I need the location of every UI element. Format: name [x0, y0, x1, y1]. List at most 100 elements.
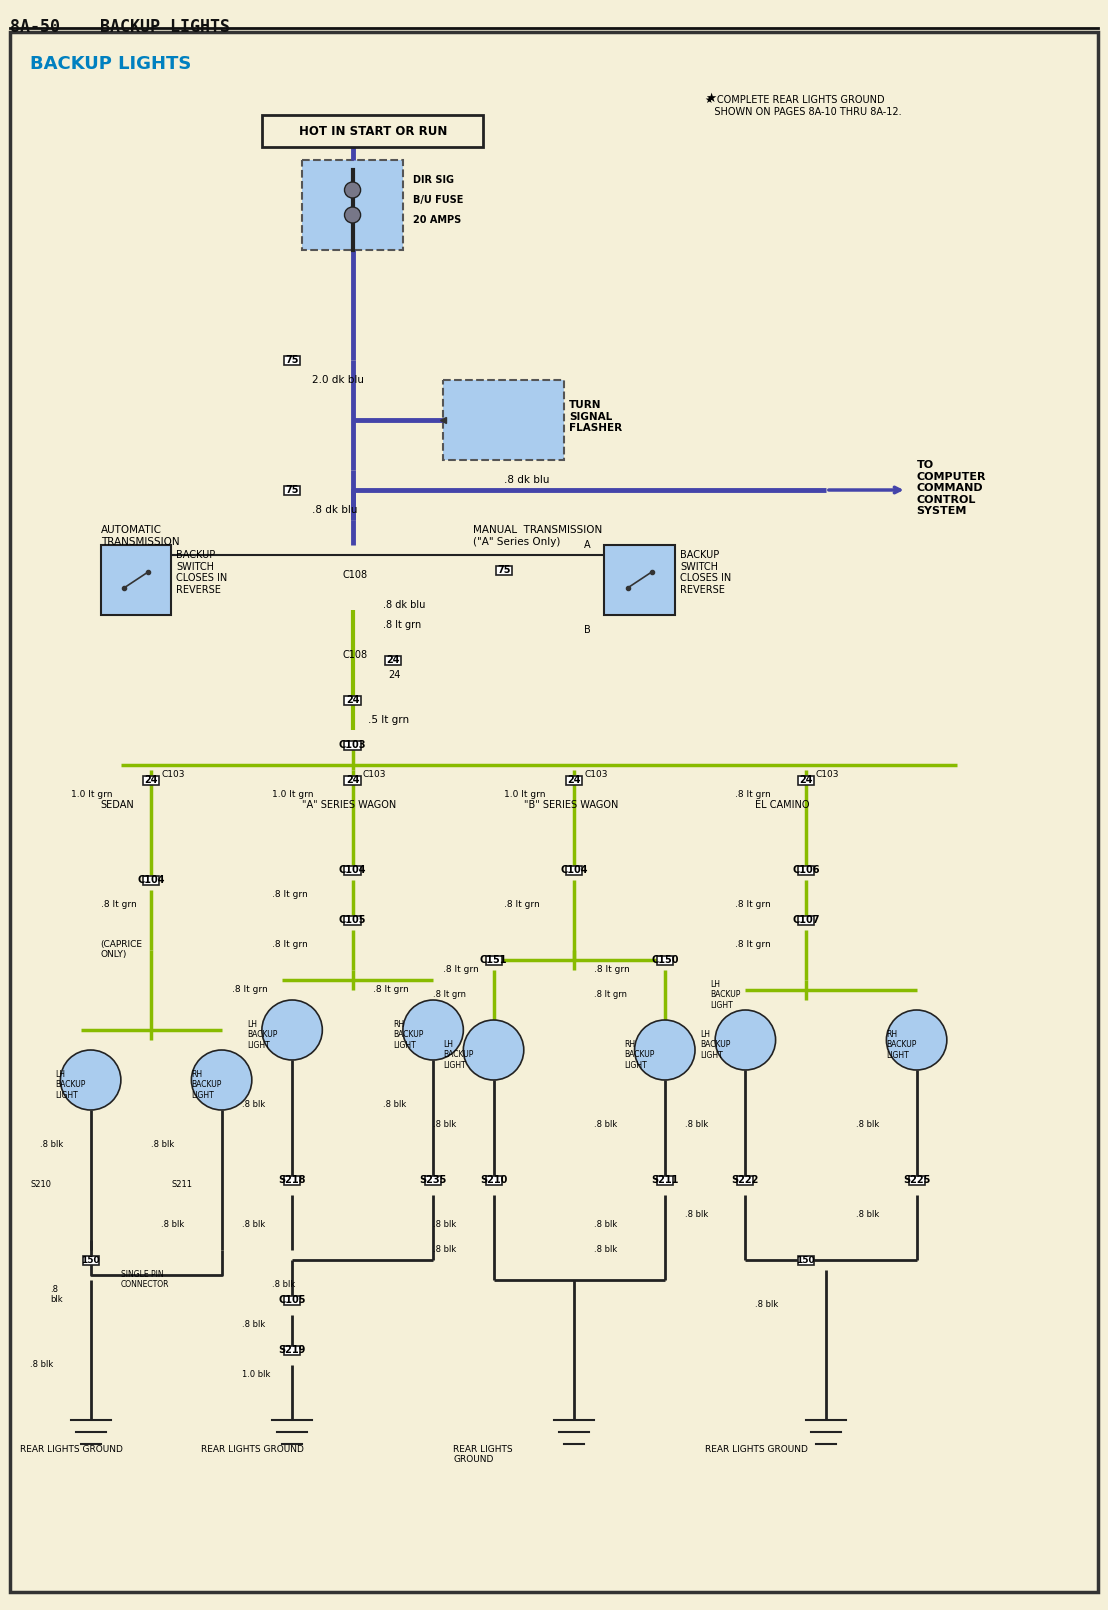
Bar [284, 1296, 300, 1304]
Bar [284, 1346, 300, 1354]
Text: .8 lt grn: .8 lt grn [736, 791, 771, 799]
Text: SEDAN: SEDAN [101, 800, 134, 810]
Text: .8 lt grn: .8 lt grn [594, 964, 630, 974]
Text: .8 blk: .8 blk [433, 1245, 456, 1254]
Bar [384, 655, 401, 665]
FancyBboxPatch shape [443, 380, 564, 460]
Text: 8A-50    BACKUP LIGHTS: 8A-50 BACKUP LIGHTS [10, 18, 230, 35]
Text: C108: C108 [342, 650, 368, 660]
Text: (CAPRICE
ONLY): (CAPRICE ONLY) [101, 940, 143, 960]
Circle shape [886, 1009, 947, 1071]
Text: 1.0 lt grn: 1.0 lt grn [271, 791, 314, 799]
Text: AUTOMATIC
TRANSMISSION: AUTOMATIC TRANSMISSION [101, 525, 179, 547]
Text: ★ COMPLETE REAR LIGHTS GROUND
   SHOWN ON PAGES 8A-10 THRU 8A-12.: ★ COMPLETE REAR LIGHTS GROUND SHOWN ON P… [705, 95, 902, 116]
Text: 1.0 lt grn: 1.0 lt grn [71, 791, 112, 799]
Text: 1.0 lt grn: 1.0 lt grn [504, 791, 545, 799]
Text: S210: S210 [480, 1175, 507, 1185]
Text: A: A [584, 539, 591, 551]
Text: .8 lt grn: .8 lt grn [433, 990, 466, 998]
Bar [495, 565, 512, 575]
Text: .5 lt grn: .5 lt grn [368, 715, 409, 724]
Text: .8 blk: .8 blk [594, 1220, 617, 1228]
Text: .8 blk: .8 blk [594, 1121, 617, 1129]
Text: C104: C104 [339, 865, 367, 874]
Circle shape [345, 182, 360, 198]
Text: REAR LIGHTS GROUND: REAR LIGHTS GROUND [202, 1446, 305, 1454]
Text: 20 AMPS: 20 AMPS [413, 216, 461, 225]
FancyBboxPatch shape [302, 159, 403, 250]
Text: .8 lt grn: .8 lt grn [101, 900, 136, 910]
Text: 24: 24 [567, 774, 581, 786]
Bar [566, 776, 582, 784]
Text: 75: 75 [286, 354, 299, 365]
Text: 150: 150 [797, 1256, 815, 1264]
Bar [345, 696, 360, 705]
Text: BACKUP LIGHTS: BACKUP LIGHTS [30, 55, 192, 72]
Text: 24: 24 [799, 774, 812, 786]
Text: RH
BACKUP
LIGHT: RH BACKUP LIGHT [192, 1071, 222, 1100]
Text: LH
BACKUP
LIGHT: LH BACKUP LIGHT [247, 1021, 277, 1050]
Text: LH
BACKUP
LIGHT: LH BACKUP LIGHT [710, 980, 740, 1009]
Text: .8 lt grn: .8 lt grn [271, 940, 308, 948]
Text: .8 dk blu: .8 dk blu [504, 475, 550, 485]
Circle shape [635, 1021, 695, 1080]
Text: S219: S219 [278, 1344, 306, 1356]
Text: 2.0 dk blu: 2.0 dk blu [312, 375, 365, 385]
Text: 1.0 blk: 1.0 blk [242, 1370, 270, 1380]
Text: B: B [584, 625, 591, 634]
Text: REAR LIGHTS
GROUND: REAR LIGHTS GROUND [453, 1446, 513, 1465]
Text: C103: C103 [362, 770, 386, 779]
Text: .8 blk: .8 blk [594, 1245, 617, 1254]
Text: .8 blk: .8 blk [30, 1360, 53, 1368]
Circle shape [715, 1009, 776, 1071]
Bar [798, 776, 814, 784]
Text: DIR SIG: DIR SIG [413, 175, 454, 185]
Text: .8 dk blu: .8 dk blu [312, 506, 358, 515]
Bar [485, 955, 502, 964]
Text: MANUAL  TRANSMISSION
("A" Series Only): MANUAL TRANSMISSION ("A" Series Only) [473, 525, 603, 547]
Text: C103: C103 [815, 770, 840, 779]
Bar [284, 1175, 300, 1185]
Text: .8 blk: .8 blk [161, 1220, 184, 1228]
Text: .8 blk: .8 blk [40, 1140, 63, 1150]
Circle shape [192, 1050, 252, 1109]
Text: .8 blk: .8 blk [433, 1121, 456, 1129]
Text: REAR LIGHTS GROUND: REAR LIGHTS GROUND [20, 1446, 123, 1454]
Text: .8 blk: .8 blk [242, 1100, 265, 1109]
Text: 75: 75 [286, 485, 299, 494]
Text: TO
COMPUTER
COMMAND
CONTROL
SYSTEM: TO COMPUTER COMMAND CONTROL SYSTEM [916, 460, 986, 517]
Text: C103: C103 [584, 770, 607, 779]
Text: .8 blk: .8 blk [242, 1320, 265, 1328]
Text: .8 lt grn: .8 lt grn [736, 940, 771, 948]
Text: .8 lt grn: .8 lt grn [232, 985, 267, 993]
Bar [143, 776, 160, 784]
Bar [485, 1175, 502, 1185]
Bar [798, 916, 814, 924]
Text: B/U FUSE: B/U FUSE [413, 195, 463, 204]
Text: C104: C104 [137, 874, 165, 886]
Text: 150: 150 [81, 1256, 100, 1264]
Bar [737, 1175, 753, 1185]
Text: "A" SERIES WAGON: "A" SERIES WAGON [302, 800, 397, 810]
Text: .8 lt grn: .8 lt grn [372, 985, 409, 993]
Text: EL CAMINO: EL CAMINO [756, 800, 810, 810]
Text: .8 blk: .8 blk [756, 1299, 779, 1309]
Bar [345, 741, 360, 750]
Circle shape [261, 1000, 322, 1059]
Text: BACKUP
SWITCH
CLOSES IN
REVERSE: BACKUP SWITCH CLOSES IN REVERSE [176, 551, 227, 594]
Bar [425, 1175, 441, 1185]
Circle shape [403, 1000, 463, 1059]
Text: .8 blk: .8 blk [271, 1280, 295, 1290]
Text: .8 blk: .8 blk [856, 1211, 880, 1219]
Text: S235: S235 [420, 1175, 447, 1185]
Text: C105: C105 [339, 914, 367, 926]
Bar [657, 1175, 673, 1185]
Text: ★: ★ [705, 92, 717, 105]
Text: .8 blk: .8 blk [382, 1100, 406, 1109]
Text: HOT IN START OR RUN: HOT IN START OR RUN [298, 124, 447, 137]
Text: RH
BACKUP
LIGHT: RH BACKUP LIGHT [625, 1040, 655, 1069]
Text: S211: S211 [652, 1175, 678, 1185]
Text: .8 blk: .8 blk [685, 1211, 708, 1219]
Bar [101, 546, 172, 615]
Circle shape [61, 1050, 121, 1109]
